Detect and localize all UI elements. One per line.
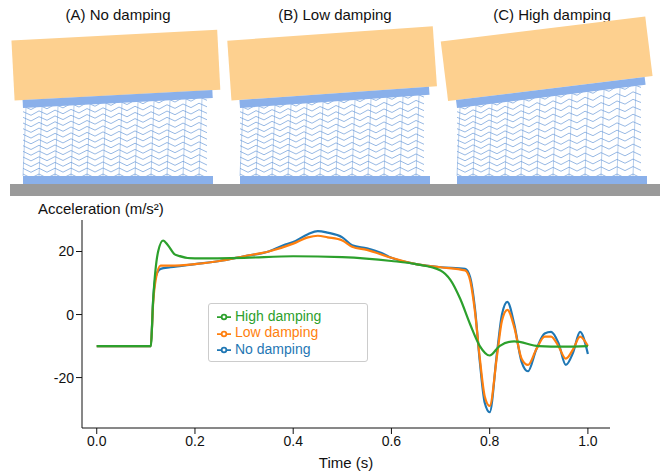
html-text:No damping: No damping [235,340,311,357]
svg-text:1.0: 1.0 [578,433,598,449]
html-text:Low damping: Low damping [235,324,319,341]
svg-text:Time (s): Time (s) [319,454,373,471]
svg-text:(B) Low damping: (B) Low damping [278,6,391,23]
svg-text:(A) No damping: (A) No damping [65,6,170,23]
svg-text:0.6: 0.6 [382,433,402,449]
svg-text:(C) High damping: (C) High damping [493,6,611,23]
svg-text:0.8: 0.8 [480,433,500,449]
svg-text:0.4: 0.4 [283,433,303,449]
svg-text:20: 20 [58,243,74,259]
svg-text:0.0: 0.0 [87,433,107,449]
svg-text:0.2: 0.2 [185,433,205,449]
svg-text:0: 0 [66,307,74,323]
html-text:High damping: High damping [235,308,322,324]
html-text:Acceleration (m/s²): Acceleration (m/s²) [38,200,164,217]
svg-text:-20: -20 [54,370,74,386]
